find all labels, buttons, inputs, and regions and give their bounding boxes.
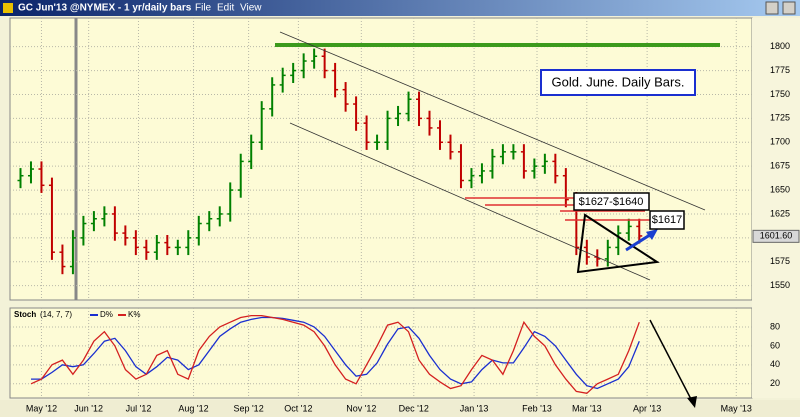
close-button[interactable] <box>782 1 796 15</box>
channel-lower <box>289 122 651 281</box>
legend-label: K% <box>128 310 140 319</box>
title-bar <box>0 0 800 16</box>
y-tick-label: 1725 <box>770 113 790 123</box>
y-tick-label: 1550 <box>770 280 790 290</box>
menu-item[interactable]: View <box>240 3 262 14</box>
x-tick-label: Jun '12 <box>74 403 103 413</box>
menu-item[interactable]: Edit <box>217 3 234 14</box>
stoch-line <box>31 316 640 390</box>
title-box <box>540 69 696 96</box>
blue-arrow <box>625 231 654 252</box>
x-tick-label: Aug '12 <box>178 403 208 413</box>
annotation: $1617 <box>652 214 683 226</box>
y-tick-label: 1775 <box>770 65 790 75</box>
x-tick-label: Jan '13 <box>460 403 489 413</box>
y-tick-label: 1575 <box>770 256 790 266</box>
legend-label: D% <box>100 310 113 319</box>
triangle <box>576 213 660 274</box>
y-tick-label: 1800 <box>770 41 790 51</box>
stoch-line <box>30 314 640 394</box>
y-tick-label: 60 <box>770 340 780 350</box>
x-tick-label: Nov '12 <box>346 403 376 413</box>
x-tick-label: Mar '13 <box>572 403 602 413</box>
date-axis <box>0 400 800 417</box>
app-icon <box>3 3 13 13</box>
last-price-label: 1601.60 <box>760 231 793 241</box>
window-title: GC Jun'13 @NYMEX - 1 yr/daily bars <box>18 3 192 14</box>
x-tick-label: May '13 <box>721 403 752 413</box>
channel-upper <box>279 31 706 211</box>
x-tick-label: Sep '12 <box>233 403 263 413</box>
x-tick-label: Feb '13 <box>522 403 552 413</box>
y-tick-label: 20 <box>770 378 780 388</box>
menu-item[interactable]: File <box>195 3 212 14</box>
indicator-title: Stoch <box>14 310 36 319</box>
y-tick-label: 80 <box>770 321 780 331</box>
stoch-panel <box>9 307 753 399</box>
last-price-tag <box>752 229 800 243</box>
y-tick-label: 1700 <box>770 137 790 147</box>
blue-arrow-head <box>646 229 658 240</box>
y-tick-label: 1650 <box>770 184 790 194</box>
x-tick-label: May '12 <box>26 403 57 413</box>
x-tick-label: Jul '12 <box>126 403 152 413</box>
black-arrow-head <box>687 396 697 408</box>
indicator-params: (14, 7, 7) <box>40 310 72 319</box>
annotation-box <box>573 192 650 211</box>
price-panel <box>9 17 753 301</box>
black-arrow <box>649 319 694 404</box>
x-tick-label: Dec '12 <box>399 403 429 413</box>
x-tick-label: Apr '13 <box>633 403 661 413</box>
x-tick-label: Oct '12 <box>284 403 312 413</box>
price-axis <box>752 18 800 398</box>
y-tick-label: 40 <box>770 359 780 369</box>
annotation-box <box>649 210 685 230</box>
chart-title: Gold. June. Daily Bars. <box>552 74 685 89</box>
y-tick-label: 1675 <box>770 161 790 171</box>
y-tick-label: 1750 <box>770 89 790 99</box>
restore-button[interactable] <box>765 1 779 15</box>
y-tick-label: 1625 <box>770 208 790 218</box>
annotation: $1627-$1640 <box>579 196 644 208</box>
